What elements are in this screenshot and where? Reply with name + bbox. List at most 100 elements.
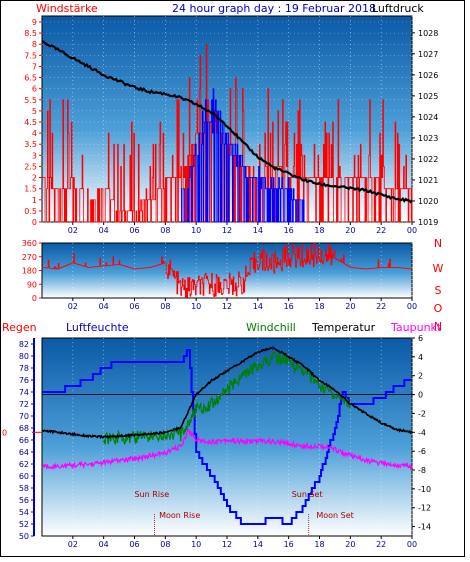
legend-taupunkt: Taupunkt bbox=[390, 321, 442, 334]
humidity-series-line bbox=[42, 349, 412, 525]
right-tick-label: 0 bbox=[418, 391, 423, 400]
left-tick-label: 2 bbox=[32, 174, 37, 183]
left-tick-label: 76 bbox=[19, 376, 29, 385]
x-tick-label: 18 bbox=[314, 226, 324, 235]
right-tick-label: 2 bbox=[418, 372, 423, 381]
left-tick-label: 5 bbox=[32, 107, 37, 116]
right-tick-label: 1021 bbox=[418, 176, 438, 185]
x-tick-label: 22 bbox=[376, 226, 386, 235]
taupunkt-series-line bbox=[41, 428, 413, 471]
x-tick-label: 16 bbox=[284, 226, 294, 235]
left-tick-label: 180 bbox=[22, 267, 37, 276]
left-tick-label: 7.5 bbox=[24, 51, 37, 60]
left-tick-label: 8 bbox=[32, 40, 37, 49]
right-tick-label: 1027 bbox=[418, 50, 438, 59]
left-tick-label: 1 bbox=[32, 196, 37, 205]
left-tick-label: 64 bbox=[19, 448, 29, 457]
x-tick-label: 06 bbox=[129, 540, 139, 549]
left-tick-label: 4.5 bbox=[24, 118, 37, 127]
right-tick-label: 1019 bbox=[418, 218, 438, 227]
right-tick-label: -8 bbox=[418, 466, 426, 475]
x-tick-label: 22 bbox=[376, 540, 386, 549]
temperatur-series-line bbox=[41, 346, 413, 440]
x-tick-label: 18 bbox=[314, 302, 324, 311]
left-tick-label: 82 bbox=[19, 340, 29, 349]
x-tick-label: 06 bbox=[129, 226, 139, 235]
direction-label: N bbox=[434, 320, 442, 333]
right-tick-label: 4 bbox=[418, 353, 423, 362]
x-tick-label: 20 bbox=[345, 226, 355, 235]
right-tick-label: -4 bbox=[418, 428, 426, 437]
legend-luftfeuchte: Luftfeuchte bbox=[66, 321, 129, 334]
x-tick-label: 20 bbox=[345, 540, 355, 549]
left-tick-label: 270 bbox=[22, 253, 37, 262]
x-tick-label: 16 bbox=[284, 540, 294, 549]
sun-rise-label: Sun Rise bbox=[135, 490, 170, 499]
right-tick-label: 1025 bbox=[418, 92, 438, 101]
x-tick-label: 16 bbox=[284, 302, 294, 311]
moon-set-label: Moon Set bbox=[316, 511, 353, 520]
right-tick-label: -2 bbox=[418, 409, 426, 418]
right-tick-label: -14 bbox=[418, 523, 431, 532]
gust-series-line bbox=[180, 88, 305, 223]
left-tick-label: 78 bbox=[19, 364, 29, 373]
x-tick-label: 10 bbox=[191, 226, 201, 235]
left-tick-label: 62 bbox=[19, 460, 29, 469]
x-tick-label: 02 bbox=[68, 540, 78, 549]
left-tick-label: 66 bbox=[19, 436, 29, 445]
x-tick-label: 06 bbox=[129, 302, 139, 311]
left-tick-label: 2.5 bbox=[24, 162, 37, 171]
left-tick-label: 3 bbox=[32, 151, 37, 160]
direction-series-line bbox=[42, 243, 413, 298]
left-tick-label: 0 bbox=[32, 294, 37, 303]
left-tick-label: 74 bbox=[19, 388, 29, 397]
direction-label: S bbox=[435, 284, 442, 297]
left-tick-label: 9 bbox=[32, 18, 37, 27]
x-tick-label: 12 bbox=[222, 226, 232, 235]
right-tick-label: -10 bbox=[418, 485, 431, 494]
right-tick-label: -12 bbox=[418, 504, 431, 513]
legend-regen: Regen bbox=[2, 321, 37, 334]
x-tick-label: 00 bbox=[407, 226, 417, 235]
left-tick-label: 360 bbox=[22, 239, 37, 248]
left-tick-label: 7 bbox=[32, 62, 37, 71]
left-tick-label: 52 bbox=[19, 520, 29, 529]
x-tick-label: 10 bbox=[191, 540, 201, 549]
x-tick-label: 12 bbox=[222, 540, 232, 549]
left-tick-label: 0.5 bbox=[24, 207, 37, 216]
left-tick-label: 4 bbox=[32, 129, 37, 138]
left-tick-label: 90 bbox=[27, 280, 37, 289]
x-tick-label: 08 bbox=[160, 226, 170, 235]
right-tick-label: -6 bbox=[418, 447, 426, 456]
left-tick-label: 3.5 bbox=[24, 140, 37, 149]
legend-temperatur: Temperatur bbox=[311, 321, 376, 334]
x-tick-label: 12 bbox=[222, 302, 232, 311]
left-tick-label: 6.5 bbox=[24, 74, 37, 83]
left-tick-label: 50 bbox=[19, 532, 29, 541]
x-tick-label: 08 bbox=[160, 302, 170, 311]
left-tick-label: 60 bbox=[19, 472, 29, 481]
legend-windchill: Windchill bbox=[246, 321, 296, 334]
temperature-humidity-panel: 02 04 06 08 10 12 14 16 18 20 22 005052545658606264… bbox=[2, 334, 431, 549]
right-tick-label: 1023 bbox=[418, 134, 438, 143]
left-tick-label: 1.5 bbox=[24, 185, 37, 194]
x-tick-label: 04 bbox=[99, 302, 109, 311]
header-left: Windstärke bbox=[36, 2, 98, 15]
windchill-series-line bbox=[103, 351, 351, 446]
left-tick-label: 68 bbox=[19, 424, 29, 433]
left-tick-label: 0 bbox=[32, 218, 37, 227]
x-tick-label: 04 bbox=[99, 226, 109, 235]
x-tick-label: 14 bbox=[253, 540, 263, 549]
rain-zero-label: 0 bbox=[2, 428, 7, 437]
direction-label: W bbox=[433, 262, 444, 275]
x-tick-label: 14 bbox=[253, 302, 263, 311]
left-tick-label: 58 bbox=[19, 484, 29, 493]
left-tick-label: 80 bbox=[19, 352, 29, 361]
right-tick-label: 1028 bbox=[418, 29, 438, 38]
pressure-series-line bbox=[41, 39, 413, 204]
x-tick-label: 18 bbox=[314, 540, 324, 549]
right-tick-label: 1024 bbox=[418, 113, 438, 122]
